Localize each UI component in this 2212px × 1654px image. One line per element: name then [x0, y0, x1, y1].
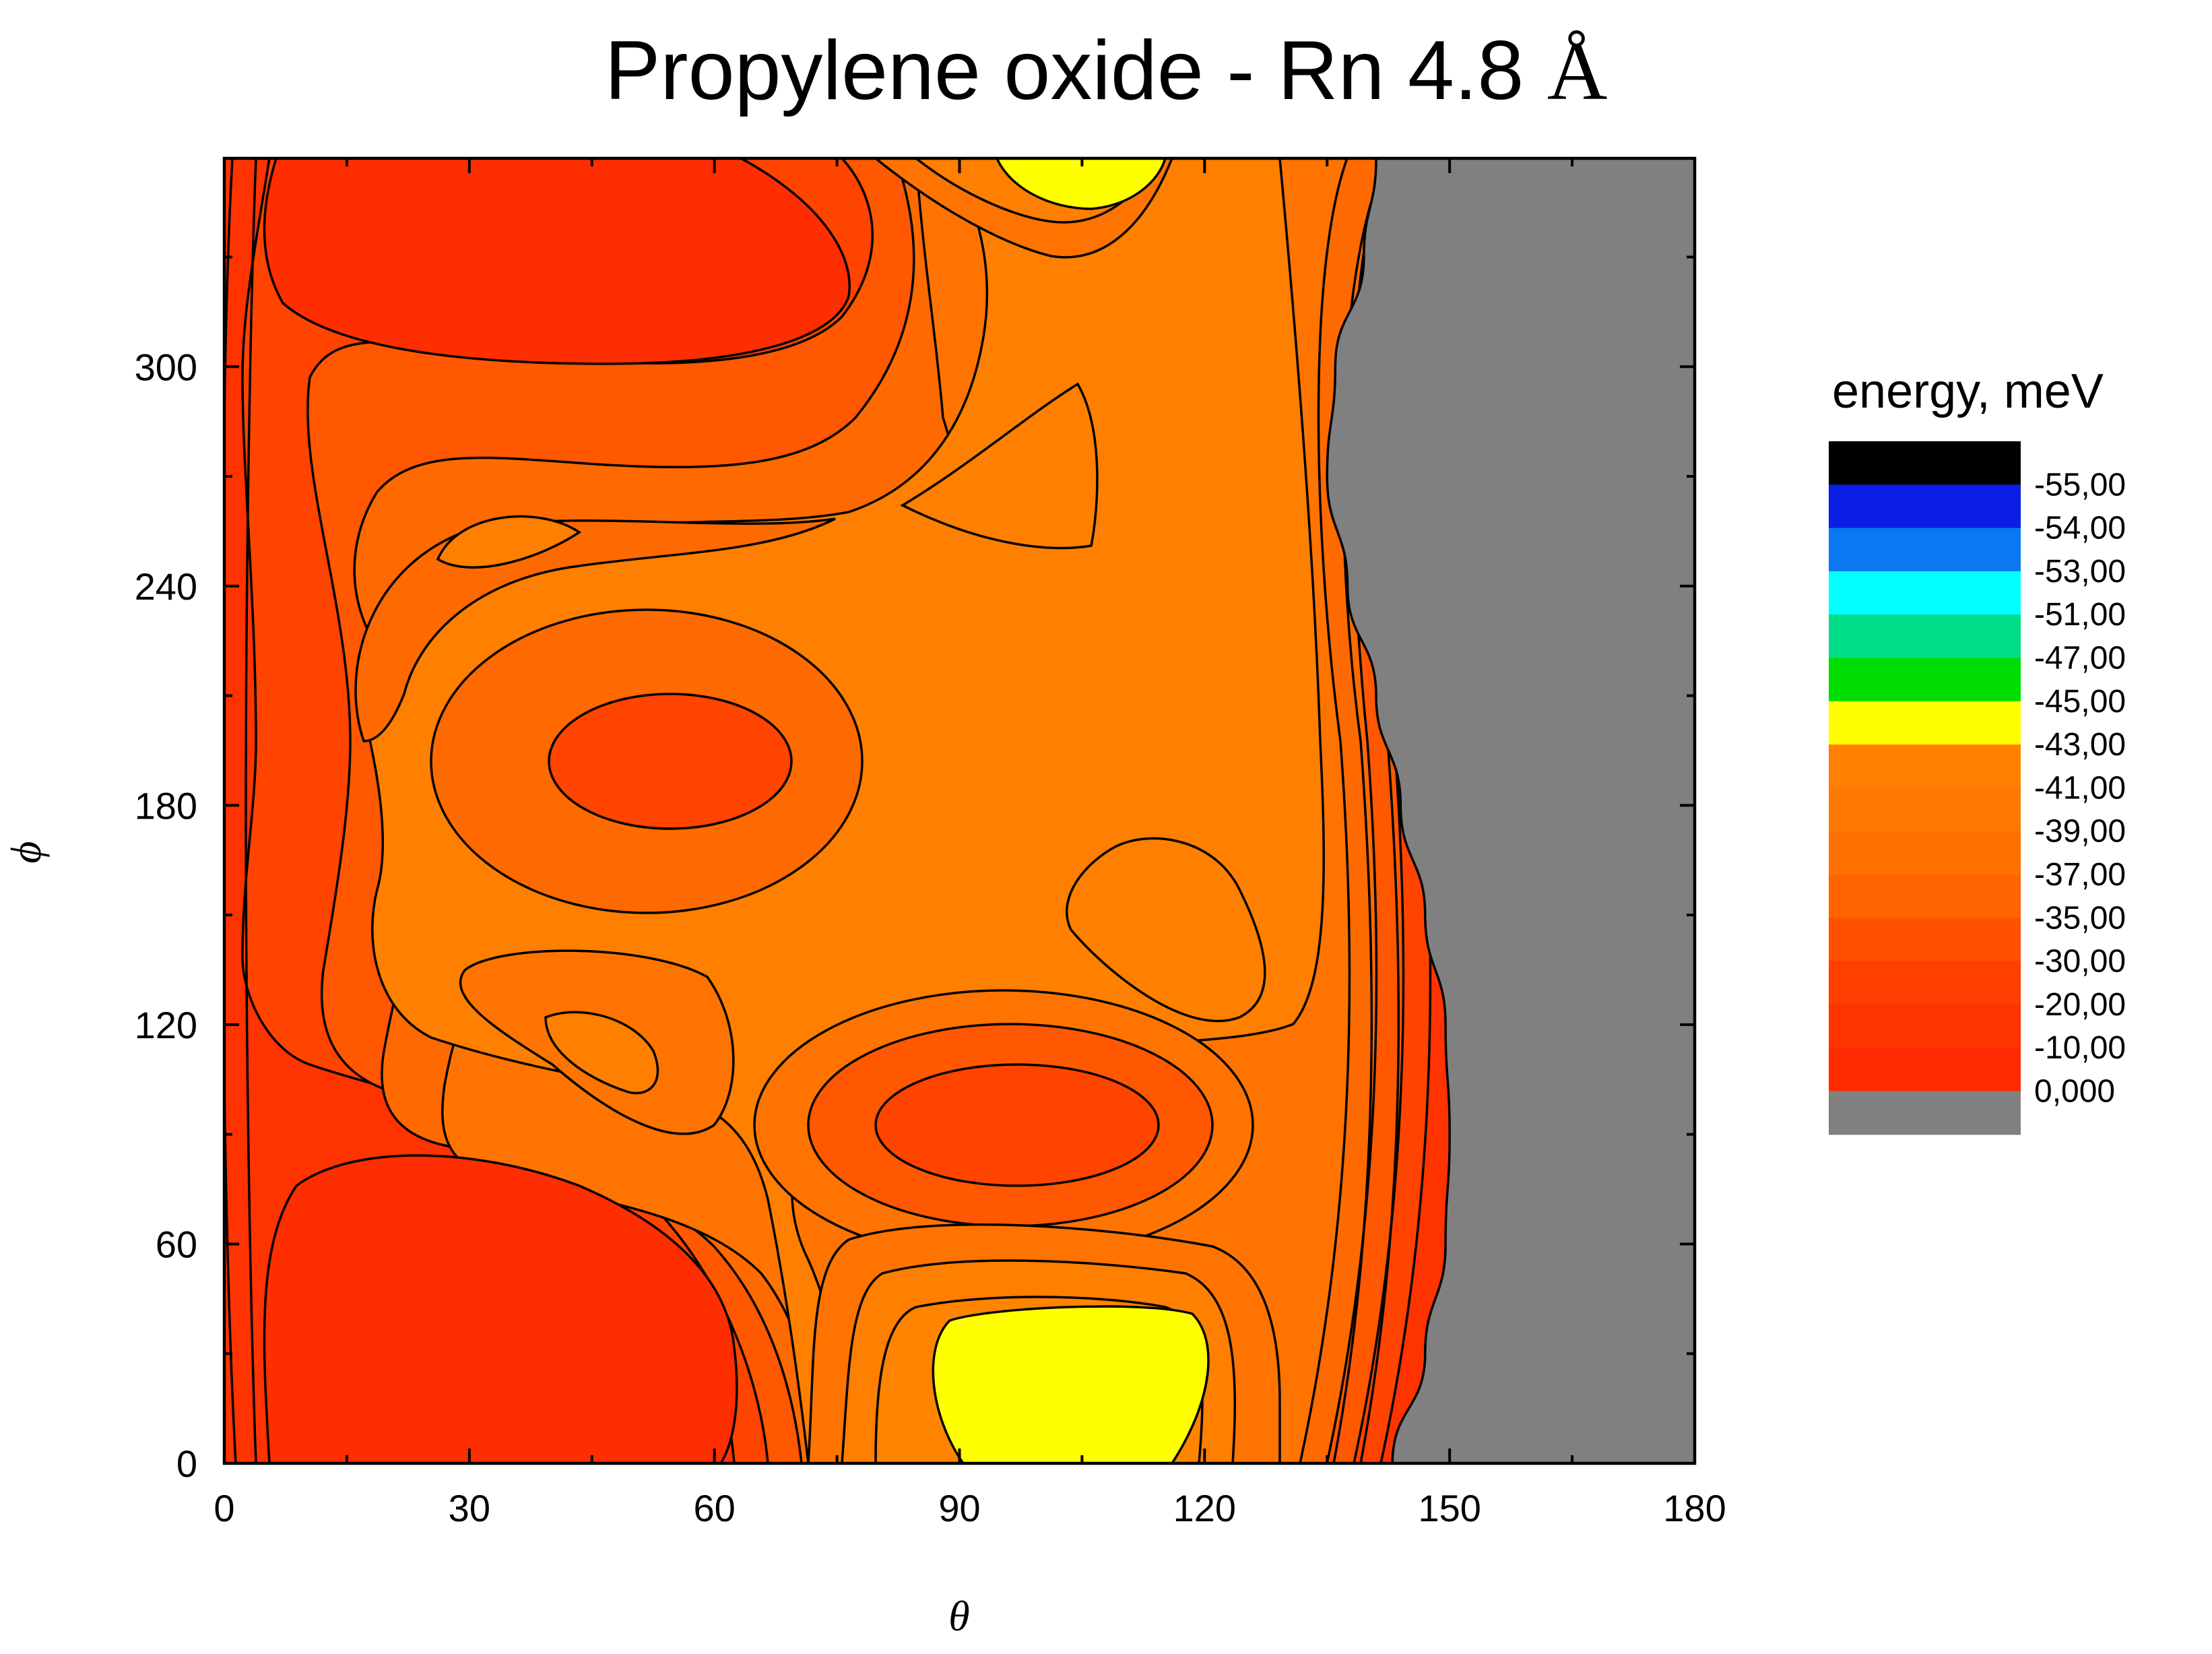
legend-label: -30,00 [2034, 944, 2126, 980]
y-tick-label: 180 [135, 784, 197, 827]
contour-minimum-top [996, 158, 1167, 210]
x-tick-label: 90 [938, 1487, 980, 1529]
legend-swatch [1829, 658, 2021, 702]
legend-label: -45,00 [2034, 684, 2126, 720]
x-tick-label: 180 [1663, 1487, 1726, 1529]
legend-label: -54,00 [2034, 511, 2126, 546]
legend-label: -51,00 [2034, 597, 2126, 633]
legend-swatch [1829, 1048, 2021, 1092]
x-tick-label: 0 [214, 1487, 234, 1529]
y-tick-label: 0 [176, 1442, 197, 1485]
y-axis-ticks: 0 60 120 180 240 300 [135, 255, 1695, 1485]
legend-swatch [1829, 831, 2021, 875]
x-axis-ticks: 0 30 60 90 120 150 180 [214, 158, 1726, 1529]
legend-label: -47,00 [2034, 641, 2126, 676]
legend-swatch [1829, 744, 2021, 788]
legend-label: -35,00 [2034, 900, 2126, 936]
legend-label: 0,000 [2034, 1074, 2115, 1110]
legend-swatch [1829, 788, 2021, 832]
x-tick-label: 30 [449, 1487, 490, 1529]
legend-swatch [1829, 1091, 2021, 1135]
x-axis-title: θ [948, 1592, 969, 1640]
colorbar-legend: -55,00 -54,00 -53,00 -51,00 -47,00 -45,00 -43,… [1829, 441, 2126, 1135]
contour-loop-upper-left-small [436, 515, 582, 569]
legend-label: -53,00 [2034, 554, 2126, 590]
legend-label: -39,00 [2034, 814, 2126, 850]
repulsive-region [1326, 158, 1695, 1463]
legend-label: -37,00 [2034, 857, 2126, 893]
legend-swatch [1829, 614, 2021, 659]
contour-loop-center-left-inner [548, 693, 793, 830]
legend-swatch [1829, 571, 2021, 615]
contour-loop-left [354, 517, 836, 742]
legend-swatch [1829, 441, 2021, 485]
legend-swatch [1829, 1004, 2021, 1048]
contour-loop-top-triangle [900, 382, 1099, 550]
legend-swatch [1829, 484, 2021, 529]
contour-minimum-bottom [932, 1305, 1210, 1463]
x-tick-label: 150 [1418, 1487, 1481, 1529]
y-tick-label: 300 [135, 346, 197, 388]
contour-loop-center-inner [874, 1063, 1160, 1187]
legend-label: -41,00 [2034, 770, 2126, 806]
legend-title: energy, meV [1832, 364, 2104, 418]
legend-swatch [1829, 528, 2021, 572]
x-tick-label: 60 [694, 1487, 736, 1529]
legend-swatch [1829, 874, 2021, 918]
contour-loop-top-left [263, 158, 851, 365]
legend-swatch [1829, 918, 2021, 962]
contour-loop-right-triangle [1066, 837, 1266, 1023]
contour-loop-lower-left-inner [544, 1011, 659, 1095]
contour-plot-area [224, 158, 1695, 1463]
y-tick-label: 60 [156, 1223, 197, 1265]
chart-title: Propylene oxide - Rn 4.8 Å [604, 24, 1608, 117]
legend-label: -55,00 [2034, 467, 2126, 503]
legend-label: -43,00 [2034, 727, 2126, 763]
legend-swatch [1829, 961, 2021, 1005]
contour-line-left-2 [245, 158, 257, 1463]
contour-loop-bottom-left [263, 1154, 738, 1463]
legend-label: -10,00 [2034, 1030, 2126, 1066]
y-tick-label: 240 [135, 565, 197, 608]
legend-swatch [1829, 701, 2021, 745]
legend-label: -20,00 [2034, 987, 2126, 1023]
y-axis-title: ϕ [2, 841, 50, 863]
x-tick-label: 120 [1173, 1487, 1236, 1529]
y-tick-label: 120 [135, 1004, 197, 1046]
